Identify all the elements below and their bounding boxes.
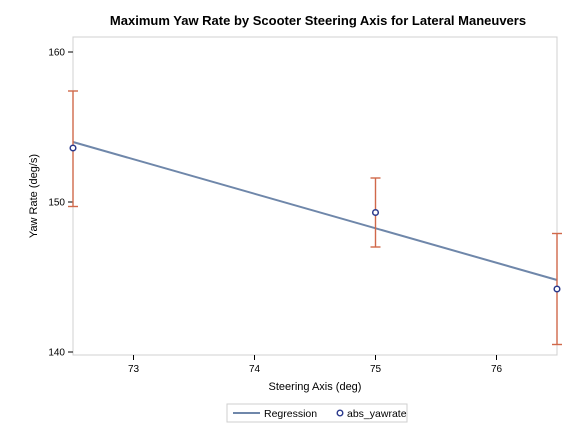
chart-title: Maximum Yaw Rate by Scooter Steering Axi… xyxy=(110,13,526,28)
plot-area xyxy=(72,36,558,356)
y-axis: 140 150 160 xyxy=(48,48,73,359)
data-point xyxy=(371,208,380,217)
legend-points-label: abs_yawrate xyxy=(347,408,407,420)
x-tick-label: 73 xyxy=(128,364,140,375)
x-tick-label: 74 xyxy=(249,364,261,375)
data-points xyxy=(69,144,561,293)
x-axis-label: Steering Axis (deg) xyxy=(269,381,362,393)
regression-series xyxy=(72,141,558,281)
y-tick-label: 140 xyxy=(48,348,65,359)
y-tick-label: 150 xyxy=(48,198,65,209)
legend-box xyxy=(226,403,408,423)
y-axis-label: Yaw Rate (deg/s) xyxy=(28,154,40,238)
y-tick-label: 160 xyxy=(48,48,65,59)
data-point xyxy=(69,144,77,152)
data-point xyxy=(553,285,561,293)
regression-line xyxy=(72,141,558,281)
error-bars xyxy=(68,90,562,346)
x-tick-label: 76 xyxy=(491,364,503,375)
legend: Regression abs_yawrate xyxy=(226,403,408,423)
x-tick-label: 75 xyxy=(370,364,382,375)
legend-points-swatch xyxy=(336,409,344,417)
legend-regression-label: Regression xyxy=(264,408,317,420)
x-axis: 73 74 75 76 xyxy=(128,355,503,375)
